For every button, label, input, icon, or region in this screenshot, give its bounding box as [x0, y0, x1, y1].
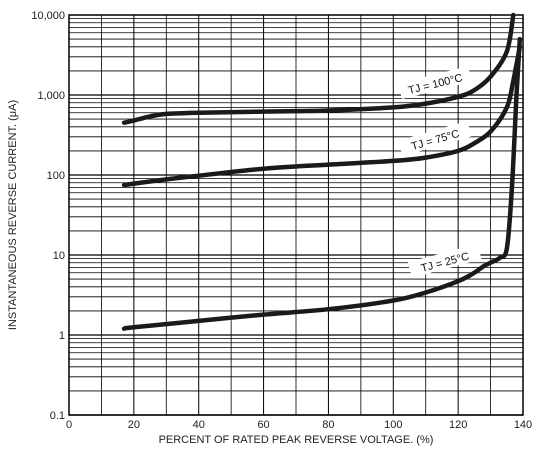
y-axis-label: INSTANTANEOUS REVERSE CURRENT. (μA) — [7, 100, 19, 330]
x-tick-label: 120 — [449, 419, 467, 431]
series-label-bg — [398, 66, 472, 100]
y-tick-label: 100 — [47, 170, 65, 182]
x-tick-label: 20 — [128, 419, 140, 431]
x-tick-label: 0 — [66, 419, 72, 431]
x-tick-label: 80 — [322, 419, 334, 431]
series-line — [121, 12, 516, 125]
y-tick-label: 1,000 — [37, 90, 65, 102]
axis-ticks: 0 20 40 60 80 100 120 140 0.1 1 10 100 1,000 10,000 — [31, 10, 532, 431]
x-tick-label: 140 — [514, 419, 532, 431]
x-tick-label: 60 — [257, 419, 269, 431]
y-tick-label: 1 — [59, 330, 65, 342]
series-label-bg — [407, 243, 482, 278]
x-axis-label: PERCENT OF RATED PEAK REVERSE VOLTAGE. (… — [159, 434, 434, 446]
x-tick-label: 100 — [384, 419, 402, 431]
series-curves — [121, 12, 523, 331]
series-line — [121, 36, 523, 331]
series-labels: TJ = 100°CTJ = 75°CTJ = 25°C — [398, 66, 482, 278]
y-tick-label: 10 — [53, 250, 65, 262]
x-tick-label: 40 — [193, 419, 205, 431]
y-tick-label: 0.1 — [50, 410, 65, 422]
y-tick-label: 10,000 — [31, 10, 65, 22]
series-line — [121, 44, 523, 188]
plot-frame — [68, 14, 524, 416]
series-label-bg — [398, 120, 472, 157]
